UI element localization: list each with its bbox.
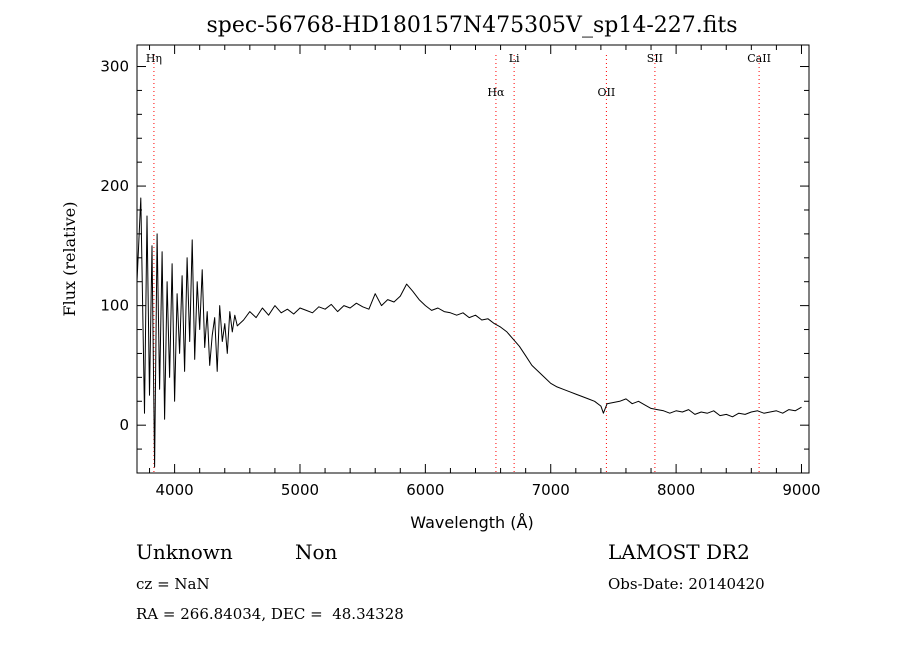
spectral-line-label: CaII [747, 52, 771, 65]
chart-title: spec-56768-HD180157N475305V_sp14-227.fit… [206, 13, 737, 38]
spectral-line-label: Hα [487, 86, 505, 99]
y-tick-label: 300 [100, 58, 129, 76]
spectral-line-label: SII [647, 52, 663, 65]
spectral-line-label: Hη [146, 52, 162, 65]
x-tick-label: 8000 [657, 481, 695, 499]
y-axis-label: Flux (relative) [60, 202, 79, 317]
x-tick-label: 5000 [281, 481, 319, 499]
y-tick-label: 100 [100, 297, 129, 315]
x-axis-ticks: 4000 5000 6000 7000 8000 9000 [149, 45, 821, 499]
y-axis-ticks: 0 100 200 300 [100, 58, 809, 474]
spectral-line-label: Li [509, 52, 520, 65]
plot-frame [136, 44, 810, 474]
y-tick-label: 0 [119, 416, 129, 434]
spectral-line-label: OII [598, 86, 616, 99]
spectral-line-markers: Hη Hα Li OII SII CaII [146, 52, 771, 473]
obs-date-label: Obs-Date: 20140420 [608, 575, 765, 593]
coordinates-label: RA = 266.84034, DEC = 48.34328 [136, 605, 404, 623]
x-axis-label: Wavelength (Å) [410, 513, 533, 532]
x-tick-label: 6000 [406, 481, 444, 499]
redshift-label: cz = NaN [136, 575, 210, 593]
survey-label: LAMOST DR2 [608, 540, 750, 564]
y-tick-label: 200 [100, 177, 129, 195]
subclass-label: Non [295, 540, 338, 564]
x-tick-label: 7000 [532, 481, 570, 499]
x-tick-label: 4000 [156, 481, 194, 499]
x-tick-label: 9000 [782, 481, 820, 499]
spectrum-series-line [136, 197, 802, 468]
class-label: Unknown [136, 540, 233, 564]
